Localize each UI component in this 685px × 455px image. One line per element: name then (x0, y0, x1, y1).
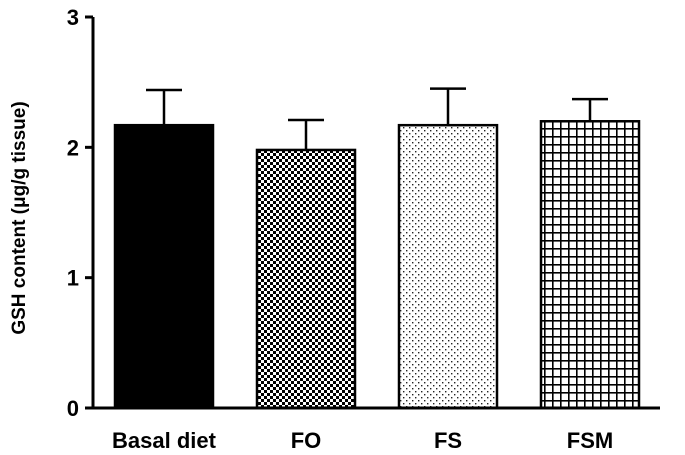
y-tick-label-2: 2 (67, 135, 79, 160)
bar-fo (255, 148, 357, 410)
x-tick-label-fs: FS (434, 428, 462, 453)
bar-basal-diet (113, 123, 215, 410)
y-tick-label-3: 3 (67, 5, 79, 30)
y-tick-label-1: 1 (67, 266, 79, 291)
x-tick-label-fsm: FSM (567, 428, 613, 453)
x-tick-label-fo: FO (291, 428, 322, 453)
y-axis-label: GSH content (μg/g tissue) (9, 101, 30, 334)
bar-fsm (539, 120, 641, 410)
y-tick-label-0: 0 (67, 396, 79, 421)
bar-fs (397, 123, 499, 410)
x-tick-label-basal-diet: Basal diet (112, 428, 217, 453)
